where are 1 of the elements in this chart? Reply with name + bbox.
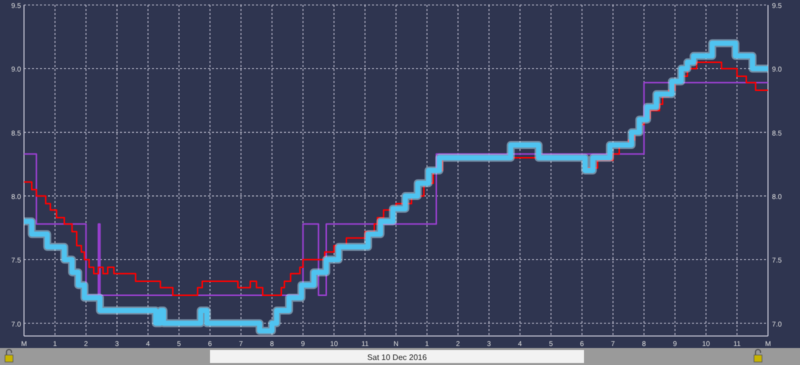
x-axis-title: Sat 10 Dec 2016 (367, 353, 428, 362)
